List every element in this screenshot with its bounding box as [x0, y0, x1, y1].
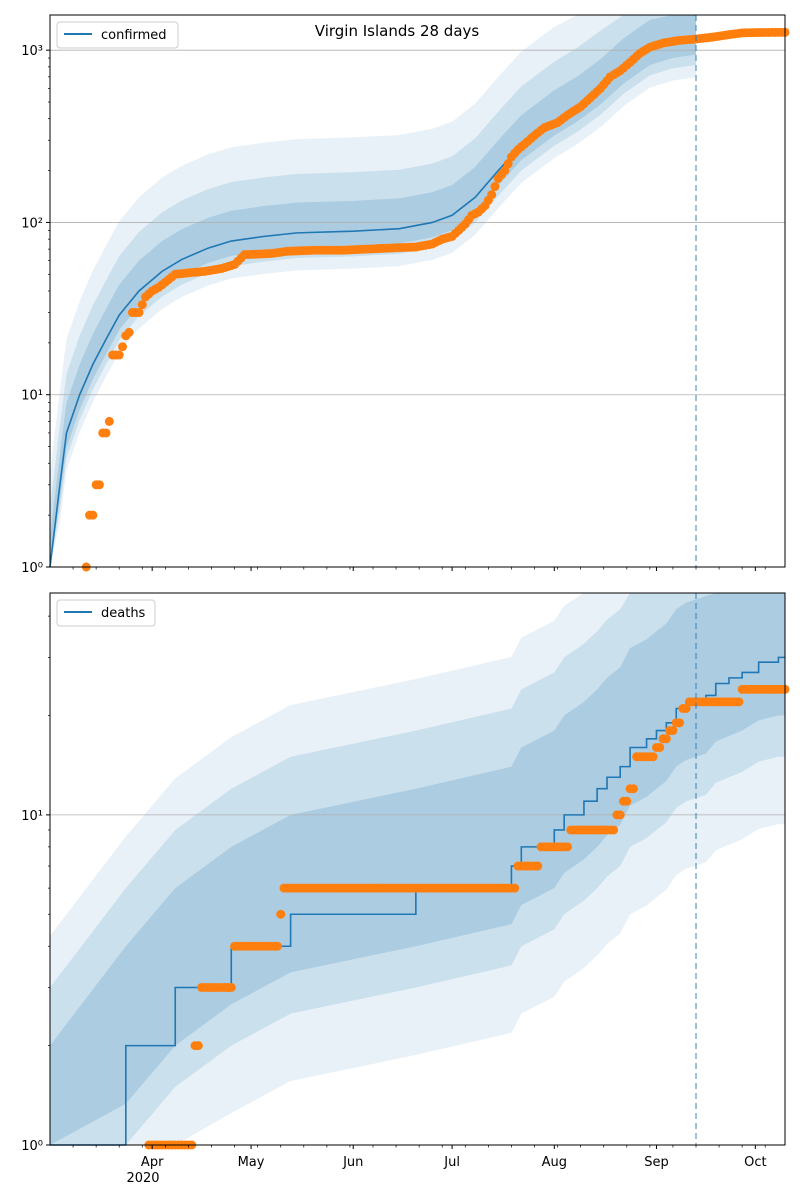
observed-point [490, 182, 500, 192]
observed-point [503, 159, 513, 169]
x-tick-label: May [238, 1155, 265, 1170]
observed-point [628, 784, 638, 794]
x-axis-year-label: 2020 [126, 1171, 159, 1186]
observed-point [734, 697, 744, 707]
x-tick-label: Aug [542, 1155, 567, 1170]
observed-point [661, 734, 671, 744]
confirmed-panel: 10⁰ 10¹ 10² 10³ Virgin Islands 28 days conf… [21, 14, 790, 576]
observed-point [615, 810, 625, 820]
deaths-uncertainty-bands [50, 593, 785, 1145]
observed-point [94, 480, 104, 490]
y-tick-label: 10⁰ [21, 1139, 43, 1154]
confirmed-gridlines [50, 49, 785, 396]
uncertainty-band [50, 15, 697, 567]
observed-point [668, 726, 678, 736]
observed-point [118, 342, 128, 352]
uncertainty-band [50, 593, 785, 1145]
legend-box [56, 599, 156, 627]
x-tick-label: Sep [644, 1155, 669, 1170]
legend-label-confirmed: confirmed [101, 28, 167, 43]
observed-point [137, 300, 147, 310]
confirmed-y-ticks: 10⁰ 10¹ 10² 10³ [21, 44, 50, 576]
deaths-line [50, 656, 785, 1146]
observed-point [500, 166, 510, 176]
legend-label-deaths: deaths [101, 606, 146, 621]
observed-point [622, 796, 632, 806]
observed-point [124, 327, 134, 337]
observed-point [101, 428, 111, 438]
observed-point [487, 190, 497, 200]
observed-point [104, 416, 114, 426]
observed-point [648, 752, 658, 762]
confirmed-uncertainty-bands [50, 15, 697, 567]
confirmed-legend: confirmed [56, 21, 179, 49]
uncertainty-band [50, 593, 785, 1145]
deaths-axes-frame [49, 592, 786, 1146]
observed-point [510, 883, 520, 893]
deaths-x-ticks: Apr May Jun Jul Aug Sep Oct [72, 1145, 767, 1170]
observed-point [114, 350, 124, 360]
deaths-model-lines [50, 656, 785, 1146]
observed-point [562, 842, 572, 852]
deaths-legend: deaths [56, 599, 156, 627]
y-tick-label: 10¹ [21, 809, 43, 824]
observed-point [533, 861, 543, 871]
x-tick-label: Apr [141, 1155, 164, 1170]
y-tick-label: 10¹ [21, 389, 43, 404]
y-tick-label: 10² [21, 216, 43, 231]
observed-point [226, 982, 236, 992]
observed-point [276, 909, 286, 919]
x-tick-label: Oct [744, 1155, 766, 1170]
x-tick-label: Jul [443, 1155, 460, 1170]
confirmed-observed-points [81, 27, 790, 572]
deaths-observed-points [144, 684, 790, 1150]
y-tick-label: 10³ [21, 44, 43, 59]
observed-point [88, 510, 98, 520]
uncertainty-band [50, 15, 697, 567]
chart-title: Virgin Islands 28 days [315, 22, 480, 40]
observed-point [134, 308, 144, 318]
confirmed-x-ticks [72, 567, 766, 571]
observed-point [675, 718, 685, 728]
y-tick-label: 10⁰ [21, 561, 43, 576]
x-tick-label: Jun [342, 1155, 363, 1170]
deaths-y-ticks: 10⁰ 10¹ [21, 615, 50, 1154]
legend-box [56, 21, 179, 49]
observed-point [193, 1041, 203, 1051]
observed-point [681, 704, 691, 714]
observed-point [609, 825, 619, 835]
deaths-panel: 10⁰ 10¹ Apr May Jun Jul Aug Sep Oct deaths [21, 592, 790, 1170]
uncertainty-band [50, 593, 785, 1145]
observed-point [655, 742, 665, 752]
observed-point [272, 941, 282, 951]
uncertainty-band [50, 15, 697, 567]
